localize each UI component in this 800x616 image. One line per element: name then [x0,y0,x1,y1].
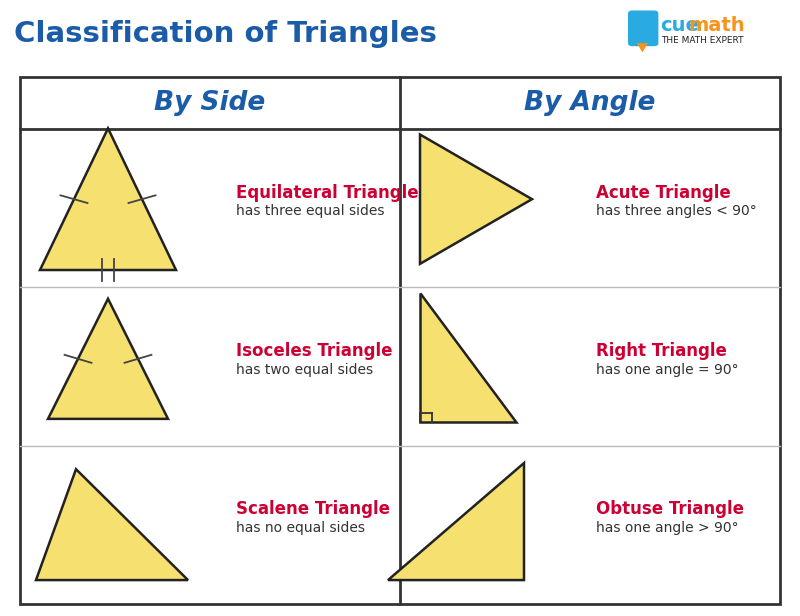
Text: has three equal sides: has three equal sides [236,205,385,219]
Polygon shape [40,128,176,270]
Bar [20,77,780,604]
Polygon shape [48,299,168,419]
Text: Isoceles Triangle: Isoceles Triangle [236,342,393,360]
Polygon shape [36,469,188,580]
Text: Right Triangle: Right Triangle [596,342,727,360]
Polygon shape [637,43,648,52]
Text: Acute Triangle: Acute Triangle [596,184,730,202]
Text: Scalene Triangle: Scalene Triangle [236,500,390,518]
Text: has three angles < 90°: has three angles < 90° [596,205,757,219]
FancyBboxPatch shape [628,10,658,46]
Polygon shape [388,463,524,580]
Polygon shape [420,134,532,264]
Polygon shape [420,293,516,422]
Text: has no equal sides: has no equal sides [236,521,365,535]
Text: Classification of Triangles: Classification of Triangles [14,20,438,48]
Text: Obtuse Triangle: Obtuse Triangle [596,500,744,518]
Text: math: math [688,17,745,35]
Text: Equilateral Triangle: Equilateral Triangle [236,184,418,202]
Text: has one angle > 90°: has one angle > 90° [596,521,738,535]
Text: has one angle = 90°: has one angle = 90° [596,363,738,376]
Text: has two equal sides: has two equal sides [236,363,373,376]
Text: By Side: By Side [154,90,266,116]
Text: cue: cue [660,17,699,35]
Text: THE MATH EXPERT: THE MATH EXPERT [661,36,743,44]
Text: By Angle: By Angle [524,90,656,116]
